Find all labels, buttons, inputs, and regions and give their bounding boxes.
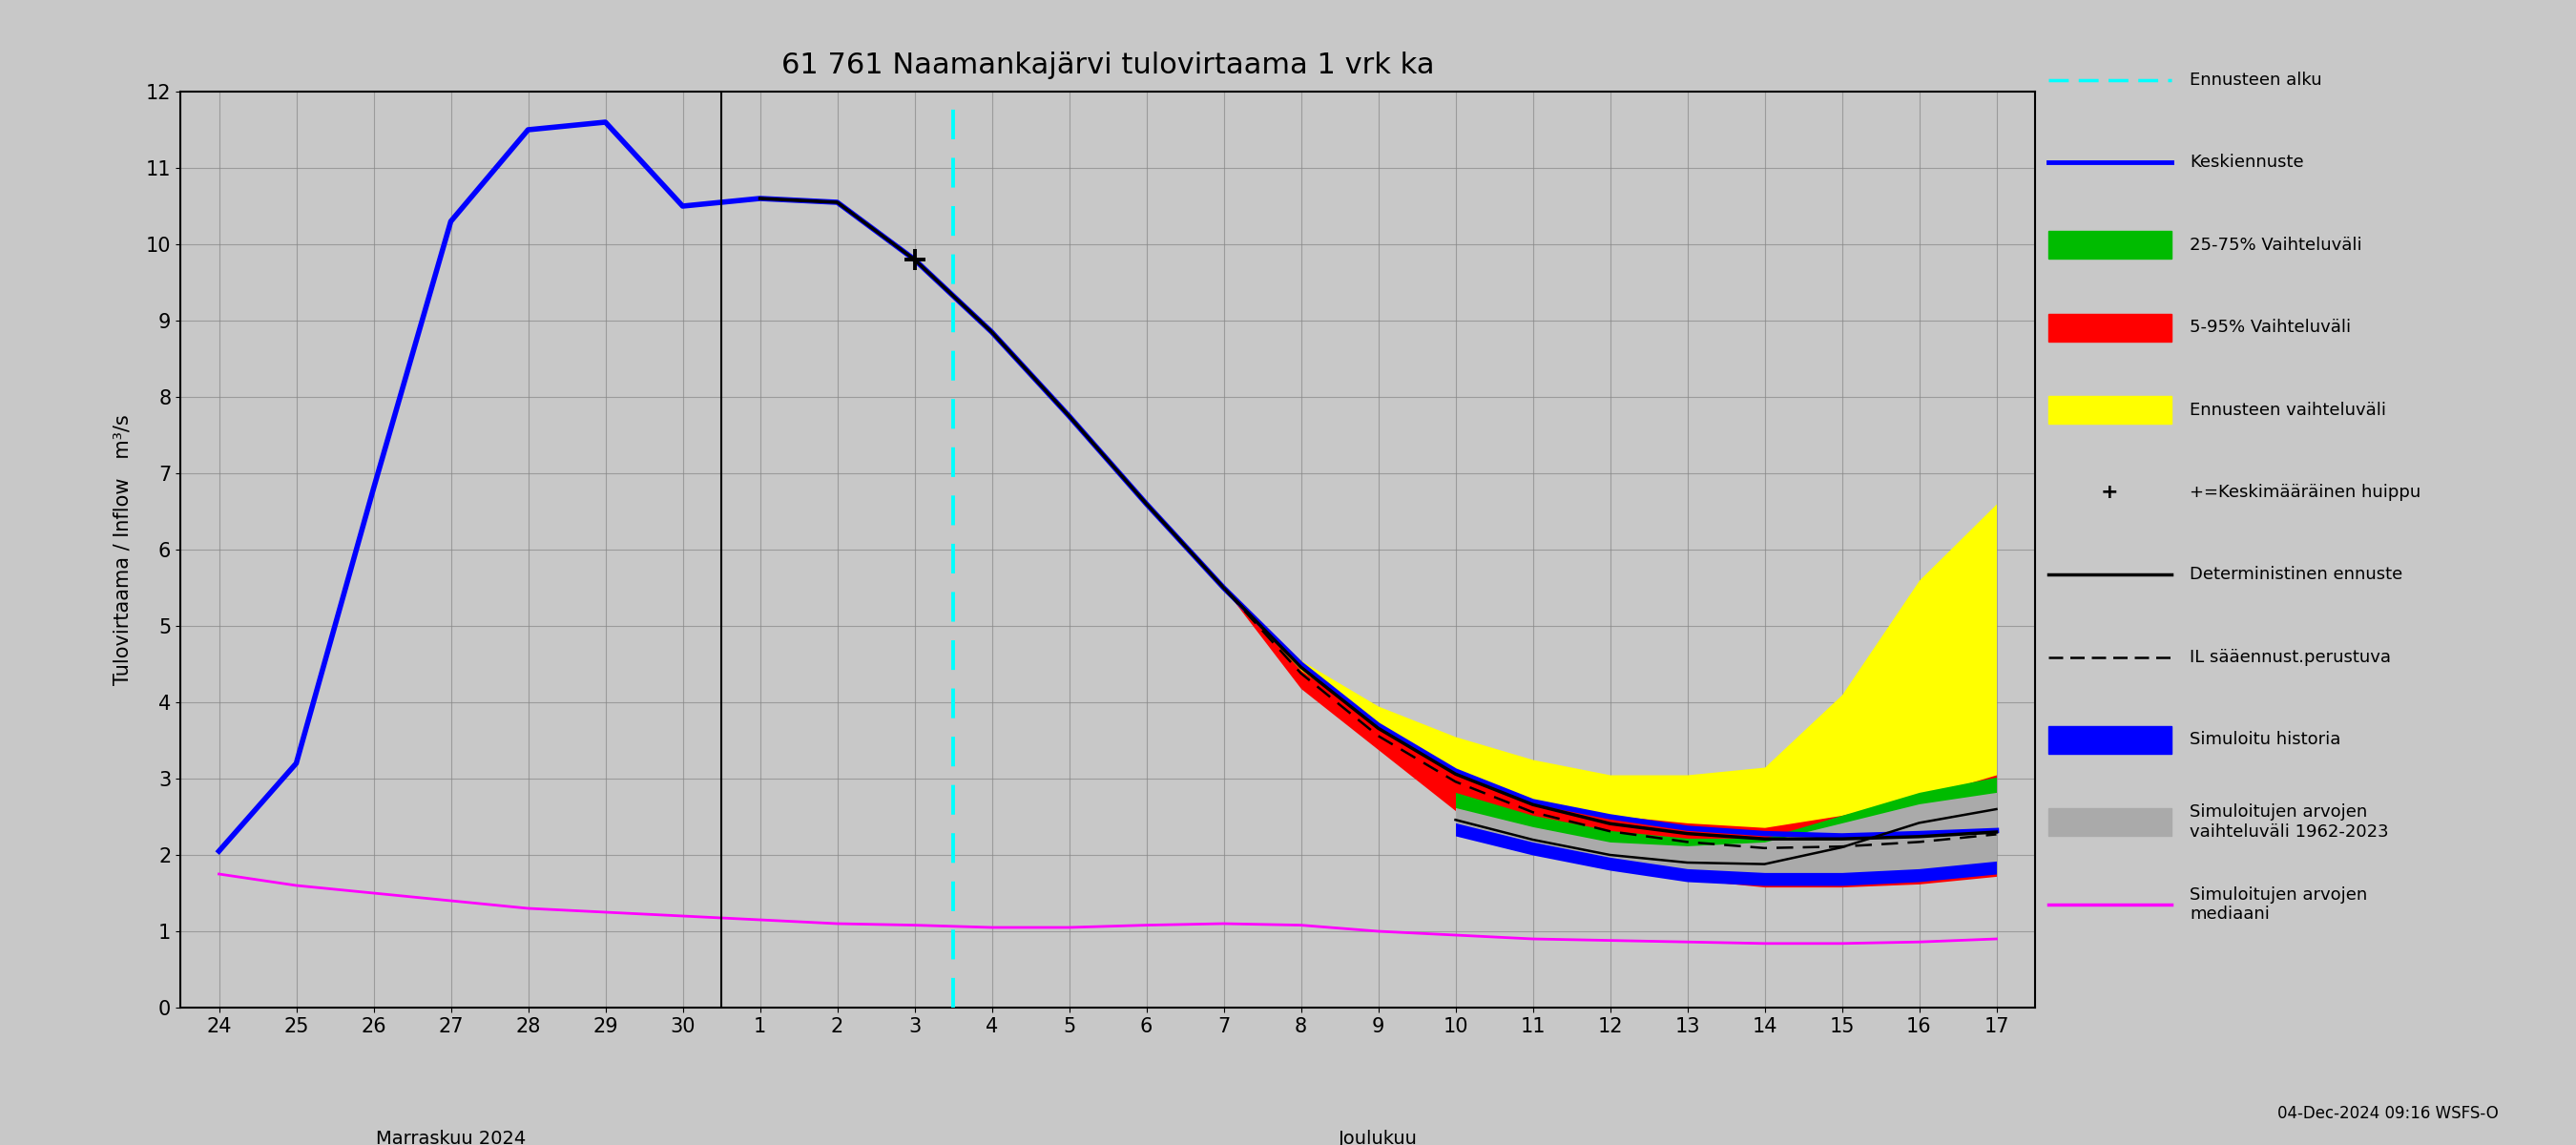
- Text: +: +: [2102, 483, 2117, 502]
- Text: 5-95% Vaihteluväli: 5-95% Vaihteluväli: [2190, 318, 2352, 335]
- Text: Deterministinen ennuste: Deterministinen ennuste: [2190, 566, 2403, 583]
- Text: Ennusteen vaihteluväli: Ennusteen vaihteluväli: [2190, 401, 2385, 418]
- Text: Joulukuu
December: Joulukuu December: [1329, 1130, 1427, 1145]
- Text: IL sääennust.perustuva: IL sääennust.perustuva: [2190, 648, 2391, 665]
- Y-axis label: Tulovirtaama / Inflow   m³/s: Tulovirtaama / Inflow m³/s: [113, 414, 131, 685]
- Text: Keskiennuste: Keskiennuste: [2190, 153, 2303, 171]
- Text: Simuloitujen arvojen
vaihteluväli 1962-2023: Simuloitujen arvojen vaihteluväli 1962-2…: [2190, 804, 2388, 840]
- Text: 04-Dec-2024 09:16 WSFS-O: 04-Dec-2024 09:16 WSFS-O: [2277, 1105, 2499, 1122]
- Text: 25-75% Vaihteluväli: 25-75% Vaihteluväli: [2190, 236, 2362, 253]
- Text: Ennusteen alku: Ennusteen alku: [2190, 71, 2321, 88]
- Text: Simuloitujen arvojen
mediaani: Simuloitujen arvojen mediaani: [2190, 886, 2367, 923]
- Title: 61 761 Naamankajärvi tulovirtaama 1 vrk ka: 61 761 Naamankajärvi tulovirtaama 1 vrk …: [781, 52, 1435, 79]
- Text: Marraskuu 2024
November: Marraskuu 2024 November: [376, 1130, 526, 1145]
- Text: +​=Keskimääräinen huippu: +​=Keskimääräinen huippu: [2190, 483, 2421, 500]
- Text: Simuloitu historia: Simuloitu historia: [2190, 731, 2342, 748]
